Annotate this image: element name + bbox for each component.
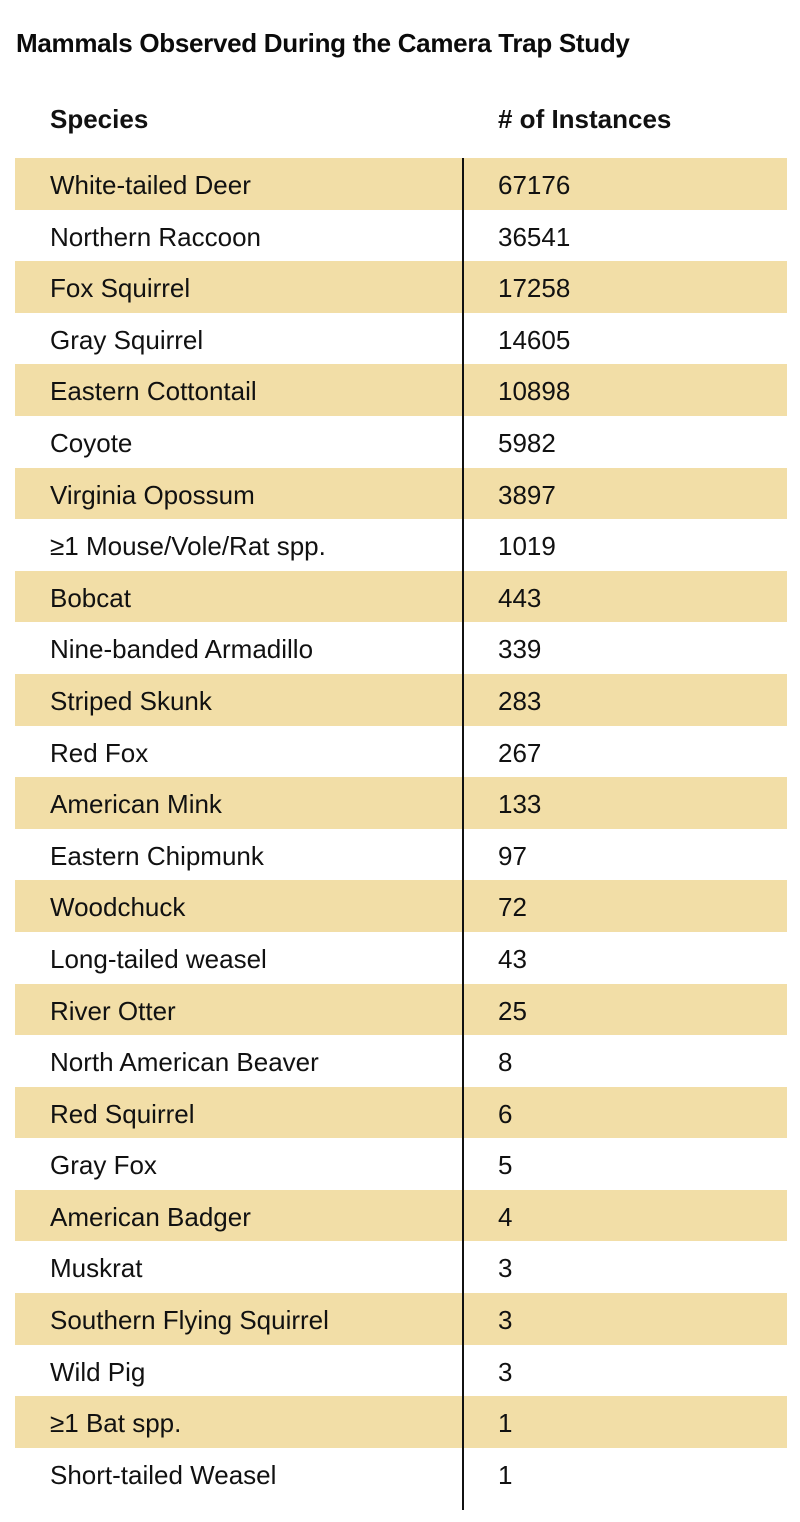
table-row: Eastern Chipmunk 97 <box>15 829 787 881</box>
table-row: Long-tailed weasel 43 <box>15 932 787 984</box>
count-cell: 43 <box>498 943 527 974</box>
species-cell: Northern Raccoon <box>50 221 261 252</box>
table-row: American Badger 4 <box>15 1189 787 1242</box>
species-cell: Southern Flying Squirrel <box>50 1305 329 1336</box>
table-row: Muskrat 3 <box>15 1241 787 1293</box>
table-row: Northern Raccoon 36541 <box>15 210 787 262</box>
species-cell: North American Beaver <box>50 1047 319 1078</box>
table-row: White-tailed Deer 67176 <box>15 158 787 210</box>
species-cell: Nine-banded Armadillo <box>50 634 314 665</box>
table-row: ≥1 Bat spp. 1 <box>15 1396 787 1448</box>
count-cell: 339 <box>498 634 542 665</box>
count-cell: 267 <box>498 737 542 768</box>
table-row: Woodchuck 72 <box>15 880 787 932</box>
header-instances: # of Instances <box>498 104 672 134</box>
species-cell: White-tailed Deer <box>50 170 251 200</box>
table-row: Nine-banded Armadillo 339 <box>15 622 787 674</box>
table-row: North American Beaver 8 <box>15 1035 787 1087</box>
species-cell: Muskrat <box>50 1253 143 1284</box>
species-cell: Short-tailed Weasel <box>50 1459 277 1490</box>
table-row: Red Fox 267 <box>15 726 787 778</box>
count-cell: 14605 <box>498 324 571 355</box>
count-cell: 67176 <box>498 170 571 200</box>
count-cell: 8 <box>498 1047 513 1078</box>
count-cell: 3 <box>498 1253 513 1284</box>
table-row: Virginia Opossum 3897 <box>15 467 787 520</box>
table-row: Short-tailed Weasel 1 <box>15 1448 787 1500</box>
species-cell: Red Squirrel <box>50 1098 195 1129</box>
table-header: Species # of Instances <box>15 104 787 144</box>
count-cell: 3 <box>498 1305 513 1336</box>
species-cell: Red Fox <box>50 737 149 768</box>
species-cell: American Mink <box>50 789 222 820</box>
table-row: ≥1 Mouse/Vole/Rat spp. 1019 <box>15 519 787 571</box>
table-row: Fox Squirrel 17258 <box>15 261 787 313</box>
species-cell: Bobcat <box>50 582 131 613</box>
count-cell: 5 <box>498 1150 513 1181</box>
header-species: Species <box>50 104 149 134</box>
species-cell: Eastern Cottontail <box>50 376 257 407</box>
count-cell: 1 <box>498 1459 513 1490</box>
species-cell: Woodchuck <box>50 892 186 923</box>
species-cell: Coyote <box>50 427 133 458</box>
count-cell: 97 <box>498 840 527 871</box>
species-cell: Striped Skunk <box>50 685 212 716</box>
table-row: Bobcat 443 <box>15 570 787 623</box>
table-row: Coyote 5982 <box>15 416 787 468</box>
count-cell: 3897 <box>498 479 556 510</box>
count-cell: 3 <box>498 1356 513 1387</box>
table-title: Mammals Observed During the Camera Trap … <box>16 28 630 58</box>
table-row: American Mink 133 <box>15 777 787 829</box>
species-cell: Gray Squirrel <box>50 324 204 355</box>
species-cell: Wild Pig <box>50 1356 146 1387</box>
species-cell: Virginia Opossum <box>50 479 255 510</box>
count-cell: 443 <box>498 582 542 613</box>
species-cell: ≥1 Bat spp. <box>50 1408 182 1439</box>
species-cell: Eastern Chipmunk <box>50 840 264 871</box>
table-row: River Otter 25 <box>15 983 787 1036</box>
count-cell: 17258 <box>498 273 571 304</box>
table-row: Red Squirrel 6 <box>15 1086 787 1139</box>
count-cell: 133 <box>498 789 542 820</box>
count-cell: 25 <box>498 995 527 1026</box>
species-cell: ≥1 Mouse/Vole/Rat spp. <box>50 531 326 562</box>
count-cell: 283 <box>498 685 542 716</box>
table-row: Wild Pig 3 <box>15 1345 787 1397</box>
count-cell: 36541 <box>498 221 571 252</box>
table-row: Gray Fox 5 <box>15 1138 787 1190</box>
count-cell: 10898 <box>498 376 571 407</box>
count-cell: 1019 <box>498 531 556 562</box>
table-row: Eastern Cottontail 10898 <box>15 364 787 416</box>
species-cell: Long-tailed weasel <box>50 943 267 974</box>
count-cell: 72 <box>498 892 527 923</box>
count-cell: 4 <box>498 1201 513 1232</box>
species-table: White-tailed Deer 67176 Northern Raccoon 36… <box>15 158 787 1499</box>
count-cell: 6 <box>498 1098 513 1129</box>
species-cell: American Badger <box>50 1201 251 1232</box>
table-row: Southern Flying Squirrel 3 <box>15 1293 787 1345</box>
table-row: Gray Squirrel 14605 <box>15 313 787 365</box>
count-cell: 5982 <box>498 427 556 458</box>
species-cell: Fox Squirrel <box>50 273 191 304</box>
species-cell: Gray Fox <box>50 1150 157 1181</box>
table-row: Striped Skunk 283 <box>15 673 787 726</box>
species-cell: River Otter <box>50 995 176 1026</box>
count-cell: 1 <box>498 1408 513 1439</box>
column-divider <box>462 158 464 1510</box>
